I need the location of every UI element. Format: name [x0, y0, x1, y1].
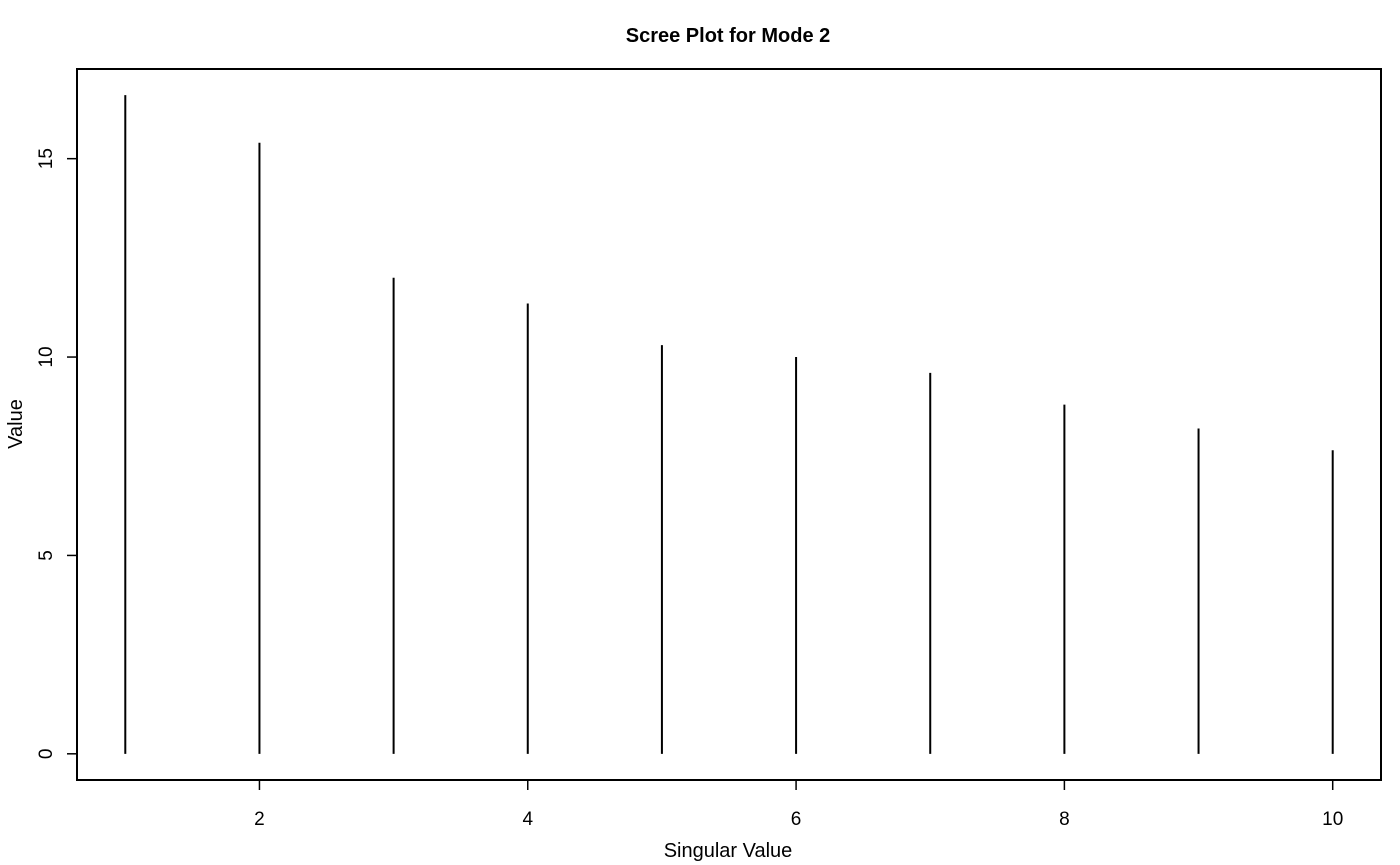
- x-tick-label-8: 8: [1059, 809, 1070, 830]
- x-axis-label: Singular Value: [664, 840, 793, 862]
- y-tick-label-15: 15: [36, 148, 57, 169]
- x-tick-label-2: 2: [254, 809, 265, 830]
- y-tick-label-0: 0: [36, 749, 57, 760]
- plot-frame: [76, 68, 1382, 781]
- x-tick-label-10: 10: [1322, 809, 1343, 830]
- chart-title: Scree Plot for Mode 2: [626, 25, 831, 47]
- y-axis-label: Value: [5, 399, 27, 449]
- x-axis: 2 4 6 8 10: [254, 780, 1343, 830]
- y-tick-label-10: 10: [36, 346, 57, 367]
- stems-series: [124, 95, 1334, 754]
- y-tick-label-5: 5: [36, 550, 57, 561]
- x-tick-label-4: 4: [522, 809, 533, 830]
- y-axis: 0 5 10 15: [36, 148, 77, 759]
- x-tick-label-6: 6: [791, 809, 802, 830]
